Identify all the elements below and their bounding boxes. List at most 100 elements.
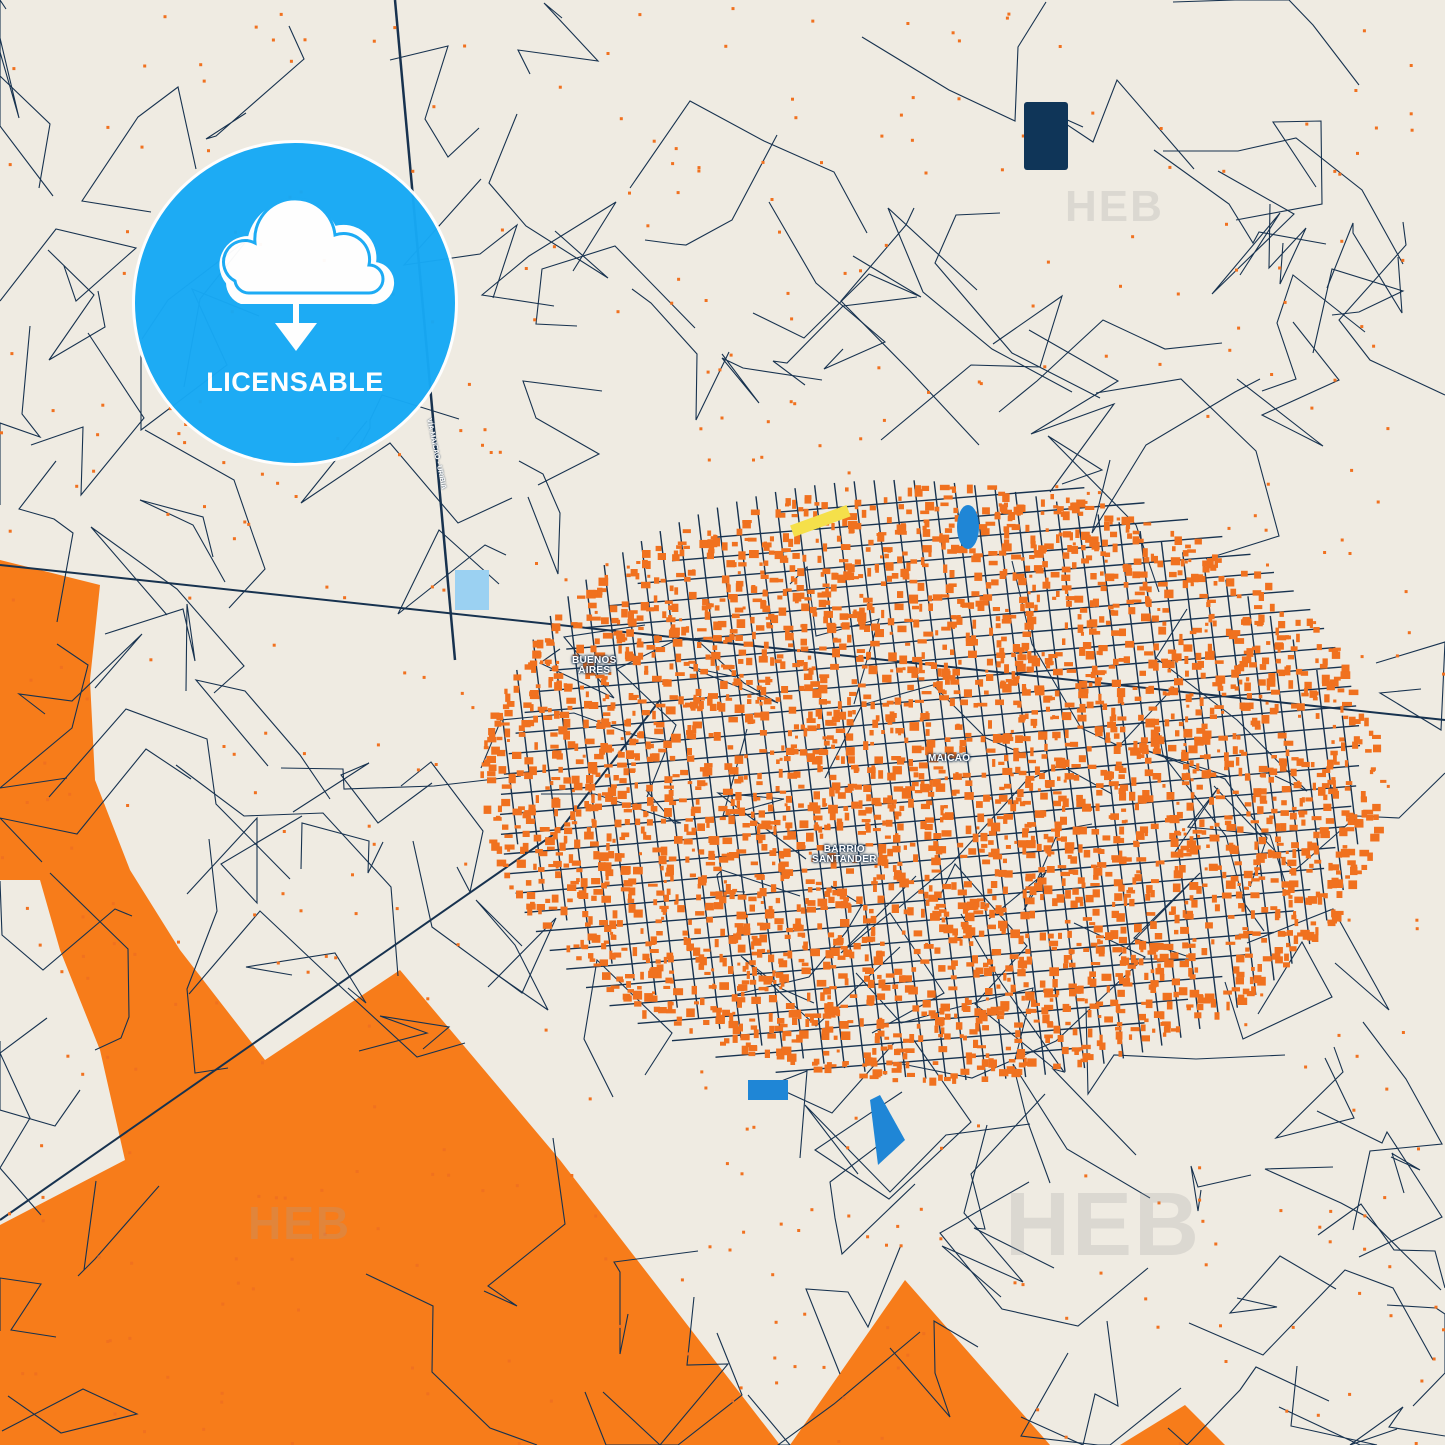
building — [1310, 406, 1314, 410]
building — [625, 646, 630, 656]
building — [821, 1031, 830, 1040]
building — [821, 502, 828, 509]
building — [861, 701, 867, 707]
building — [512, 808, 522, 816]
building — [1027, 591, 1031, 595]
building — [1182, 580, 1189, 589]
building — [981, 772, 987, 778]
building — [854, 559, 861, 565]
building — [828, 932, 835, 938]
building — [1162, 691, 1167, 696]
building — [880, 134, 884, 138]
building — [859, 437, 863, 441]
building — [606, 833, 612, 842]
building — [816, 887, 821, 891]
building — [712, 637, 722, 642]
building — [973, 902, 979, 910]
building — [752, 938, 762, 946]
building — [758, 823, 767, 830]
building — [806, 753, 815, 762]
building — [1064, 662, 1073, 667]
building — [766, 624, 774, 629]
building — [752, 458, 755, 462]
building — [533, 863, 537, 870]
building — [759, 730, 767, 736]
building — [276, 481, 280, 485]
licensable-badge[interactable]: LICENSABLE — [132, 140, 458, 466]
building — [1080, 1047, 1084, 1051]
building — [669, 663, 674, 670]
building — [878, 843, 887, 853]
building — [1291, 842, 1299, 849]
building — [866, 824, 871, 833]
building — [1347, 860, 1356, 866]
building — [1334, 879, 1344, 888]
building — [1120, 726, 1126, 733]
building — [1099, 616, 1105, 623]
building — [1119, 856, 1127, 865]
building — [969, 1029, 978, 1035]
building — [567, 705, 573, 711]
building — [922, 525, 927, 531]
building — [1229, 845, 1239, 854]
building — [799, 820, 809, 829]
building — [1211, 894, 1217, 903]
building — [1046, 260, 1050, 264]
building — [555, 865, 559, 869]
building — [749, 960, 756, 966]
building — [977, 702, 988, 707]
building — [1025, 625, 1028, 629]
place-label-line: BUENOS — [572, 655, 617, 666]
water-features — [455, 102, 1068, 1165]
building — [687, 569, 696, 576]
building — [747, 694, 752, 698]
building — [1132, 686, 1138, 690]
building — [1122, 978, 1131, 986]
building — [699, 957, 707, 966]
building — [742, 606, 746, 610]
building — [1108, 605, 1114, 610]
building — [897, 823, 904, 831]
building — [1044, 743, 1048, 751]
building — [794, 597, 799, 604]
building — [686, 730, 690, 739]
building — [728, 767, 739, 775]
building — [1040, 499, 1045, 507]
building — [1133, 740, 1138, 750]
building — [612, 910, 618, 919]
building — [1141, 1024, 1146, 1032]
building — [775, 897, 781, 904]
building — [932, 536, 940, 542]
rural-road — [194, 679, 331, 800]
building — [1284, 666, 1291, 676]
building — [1007, 977, 1011, 982]
building — [707, 530, 712, 536]
building — [1214, 904, 1220, 912]
building — [613, 775, 619, 781]
building — [134, 1067, 138, 1071]
building — [1068, 506, 1074, 511]
building — [951, 789, 957, 796]
building — [1212, 554, 1218, 562]
building — [1221, 892, 1232, 899]
building — [1310, 842, 1317, 851]
building — [1139, 826, 1149, 833]
building — [818, 699, 827, 705]
building — [1047, 933, 1054, 939]
building — [550, 781, 554, 786]
building — [1100, 551, 1106, 556]
building — [294, 495, 298, 498]
building — [1047, 661, 1054, 665]
building — [220, 1391, 224, 1395]
building — [677, 277, 681, 281]
building — [723, 891, 727, 896]
building — [536, 904, 545, 911]
building — [1162, 621, 1167, 626]
building — [797, 1014, 802, 1020]
building — [853, 942, 861, 950]
building — [1152, 773, 1162, 780]
building — [1224, 760, 1234, 768]
building — [1133, 558, 1142, 565]
building — [1333, 676, 1341, 681]
